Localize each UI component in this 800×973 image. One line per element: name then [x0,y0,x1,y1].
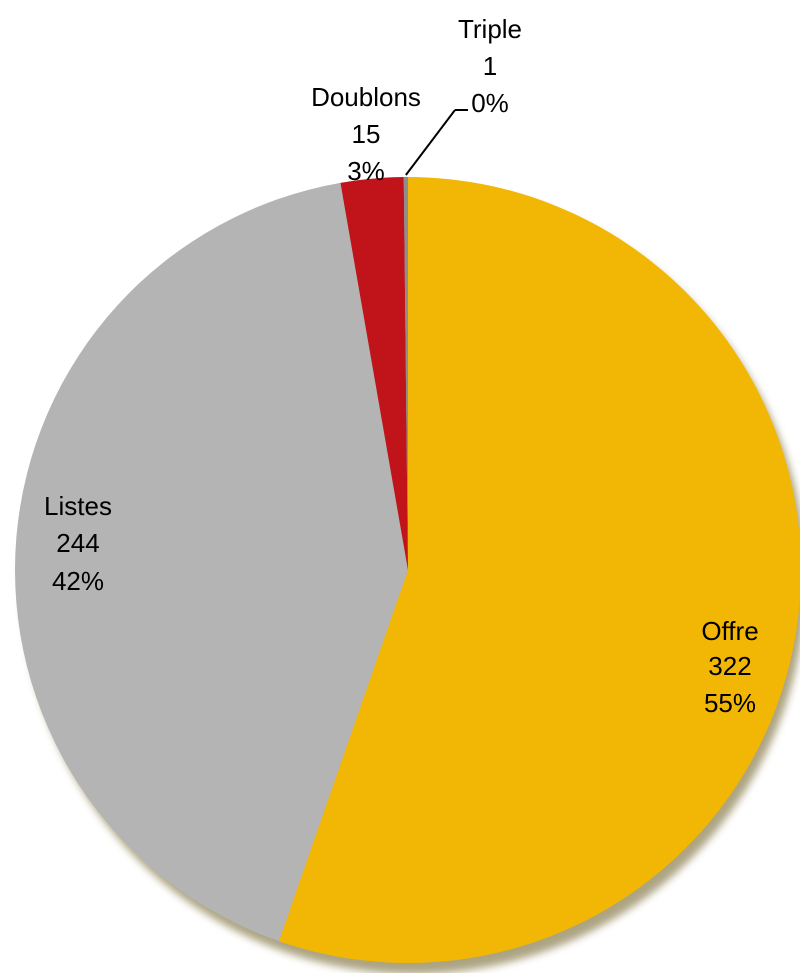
pie-slice-triple [403,177,408,570]
triple-value: 1 [483,51,497,81]
slice-label-listes: Listes 244 42% [44,491,112,596]
doublons-label: Doublons [311,82,421,112]
triple-label: Triple [458,14,522,44]
offre-value: 322 [708,651,751,681]
pie-slice-doublons [340,177,408,571]
slice-label-doublons: Doublons 15 3% [311,82,421,186]
slice-label-triple: Triple 1 0% [458,14,522,118]
doublons-percent: 3% [347,156,385,186]
offre-percent: 55% [704,688,756,718]
listes-value: 244 [56,528,99,558]
slice-label-offre: Offre 322 55% [701,616,758,718]
pie-slices [15,177,800,963]
triple-leader-line [405,109,456,176]
pie-slice-offre [278,177,800,963]
offre-label: Offre [701,616,758,646]
listes-percent: 42% [52,566,104,596]
doublons-value: 15 [352,119,381,149]
pie-slice-listes [15,182,409,942]
triple-percent: 0% [471,88,509,118]
listes-label: Listes [44,491,112,521]
